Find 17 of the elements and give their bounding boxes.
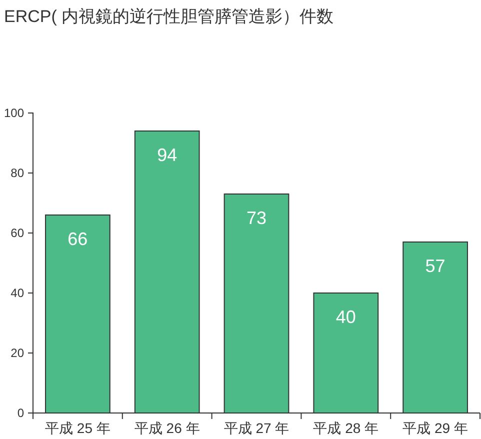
chart-title: ERCP( 内視鏡的逆行性胆管膵管造影）件数 bbox=[4, 7, 334, 26]
x-tick-label: 平成 26 年 bbox=[134, 420, 200, 436]
data-label: 40 bbox=[336, 307, 356, 327]
x-tick-label: 平成 29 年 bbox=[402, 420, 468, 436]
y-tick-label: 80 bbox=[10, 166, 24, 180]
x-tick-label: 平成 27 年 bbox=[224, 420, 290, 436]
y-tick-label: 60 bbox=[10, 226, 24, 240]
y-tick-label: 20 bbox=[10, 346, 24, 360]
data-label: 66 bbox=[68, 229, 88, 249]
x-tick-label: 平成 28 年 bbox=[313, 420, 379, 436]
y-tick-label: 40 bbox=[10, 286, 24, 300]
x-tick-label: 平成 25 年 bbox=[45, 420, 110, 436]
y-tick-label: 100 bbox=[4, 106, 24, 120]
data-label: 73 bbox=[246, 208, 267, 228]
y-tick-label: 0 bbox=[17, 406, 24, 420]
data-label: 57 bbox=[425, 256, 446, 276]
data-label: 94 bbox=[157, 145, 178, 165]
